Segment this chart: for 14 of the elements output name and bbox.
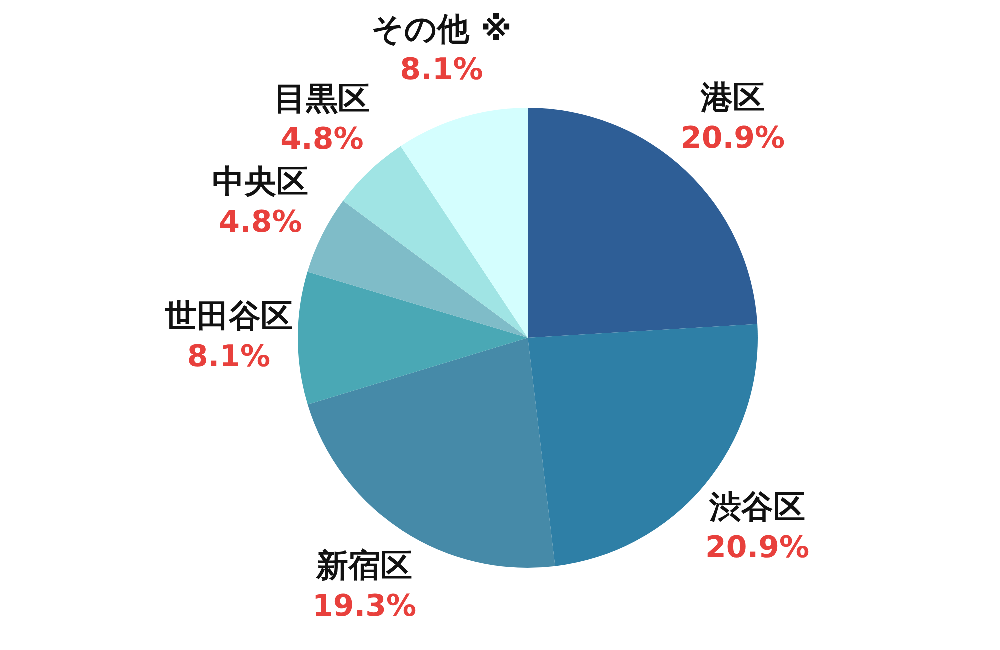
data-label: 20.9% (705, 530, 810, 566)
slice-label: 中央区 (212, 162, 309, 200)
data-label: 20.9% (680, 121, 786, 156)
slice-label: 新宿区 (316, 546, 413, 585)
slice-label: その他 ※ (372, 10, 512, 48)
slice-label: 目黒区 (274, 79, 370, 118)
data-label: 4.8% (280, 122, 364, 157)
data-label: 4.8% (219, 204, 302, 240)
data-label: 8.1% (400, 52, 484, 88)
slice-label: 港区 (700, 78, 766, 117)
slice-label: 世田谷区 (164, 296, 293, 335)
data-label: 19.3% (312, 589, 417, 624)
slice-label: 渋谷区 (708, 488, 806, 526)
data-label: 8.1% (187, 339, 271, 374)
